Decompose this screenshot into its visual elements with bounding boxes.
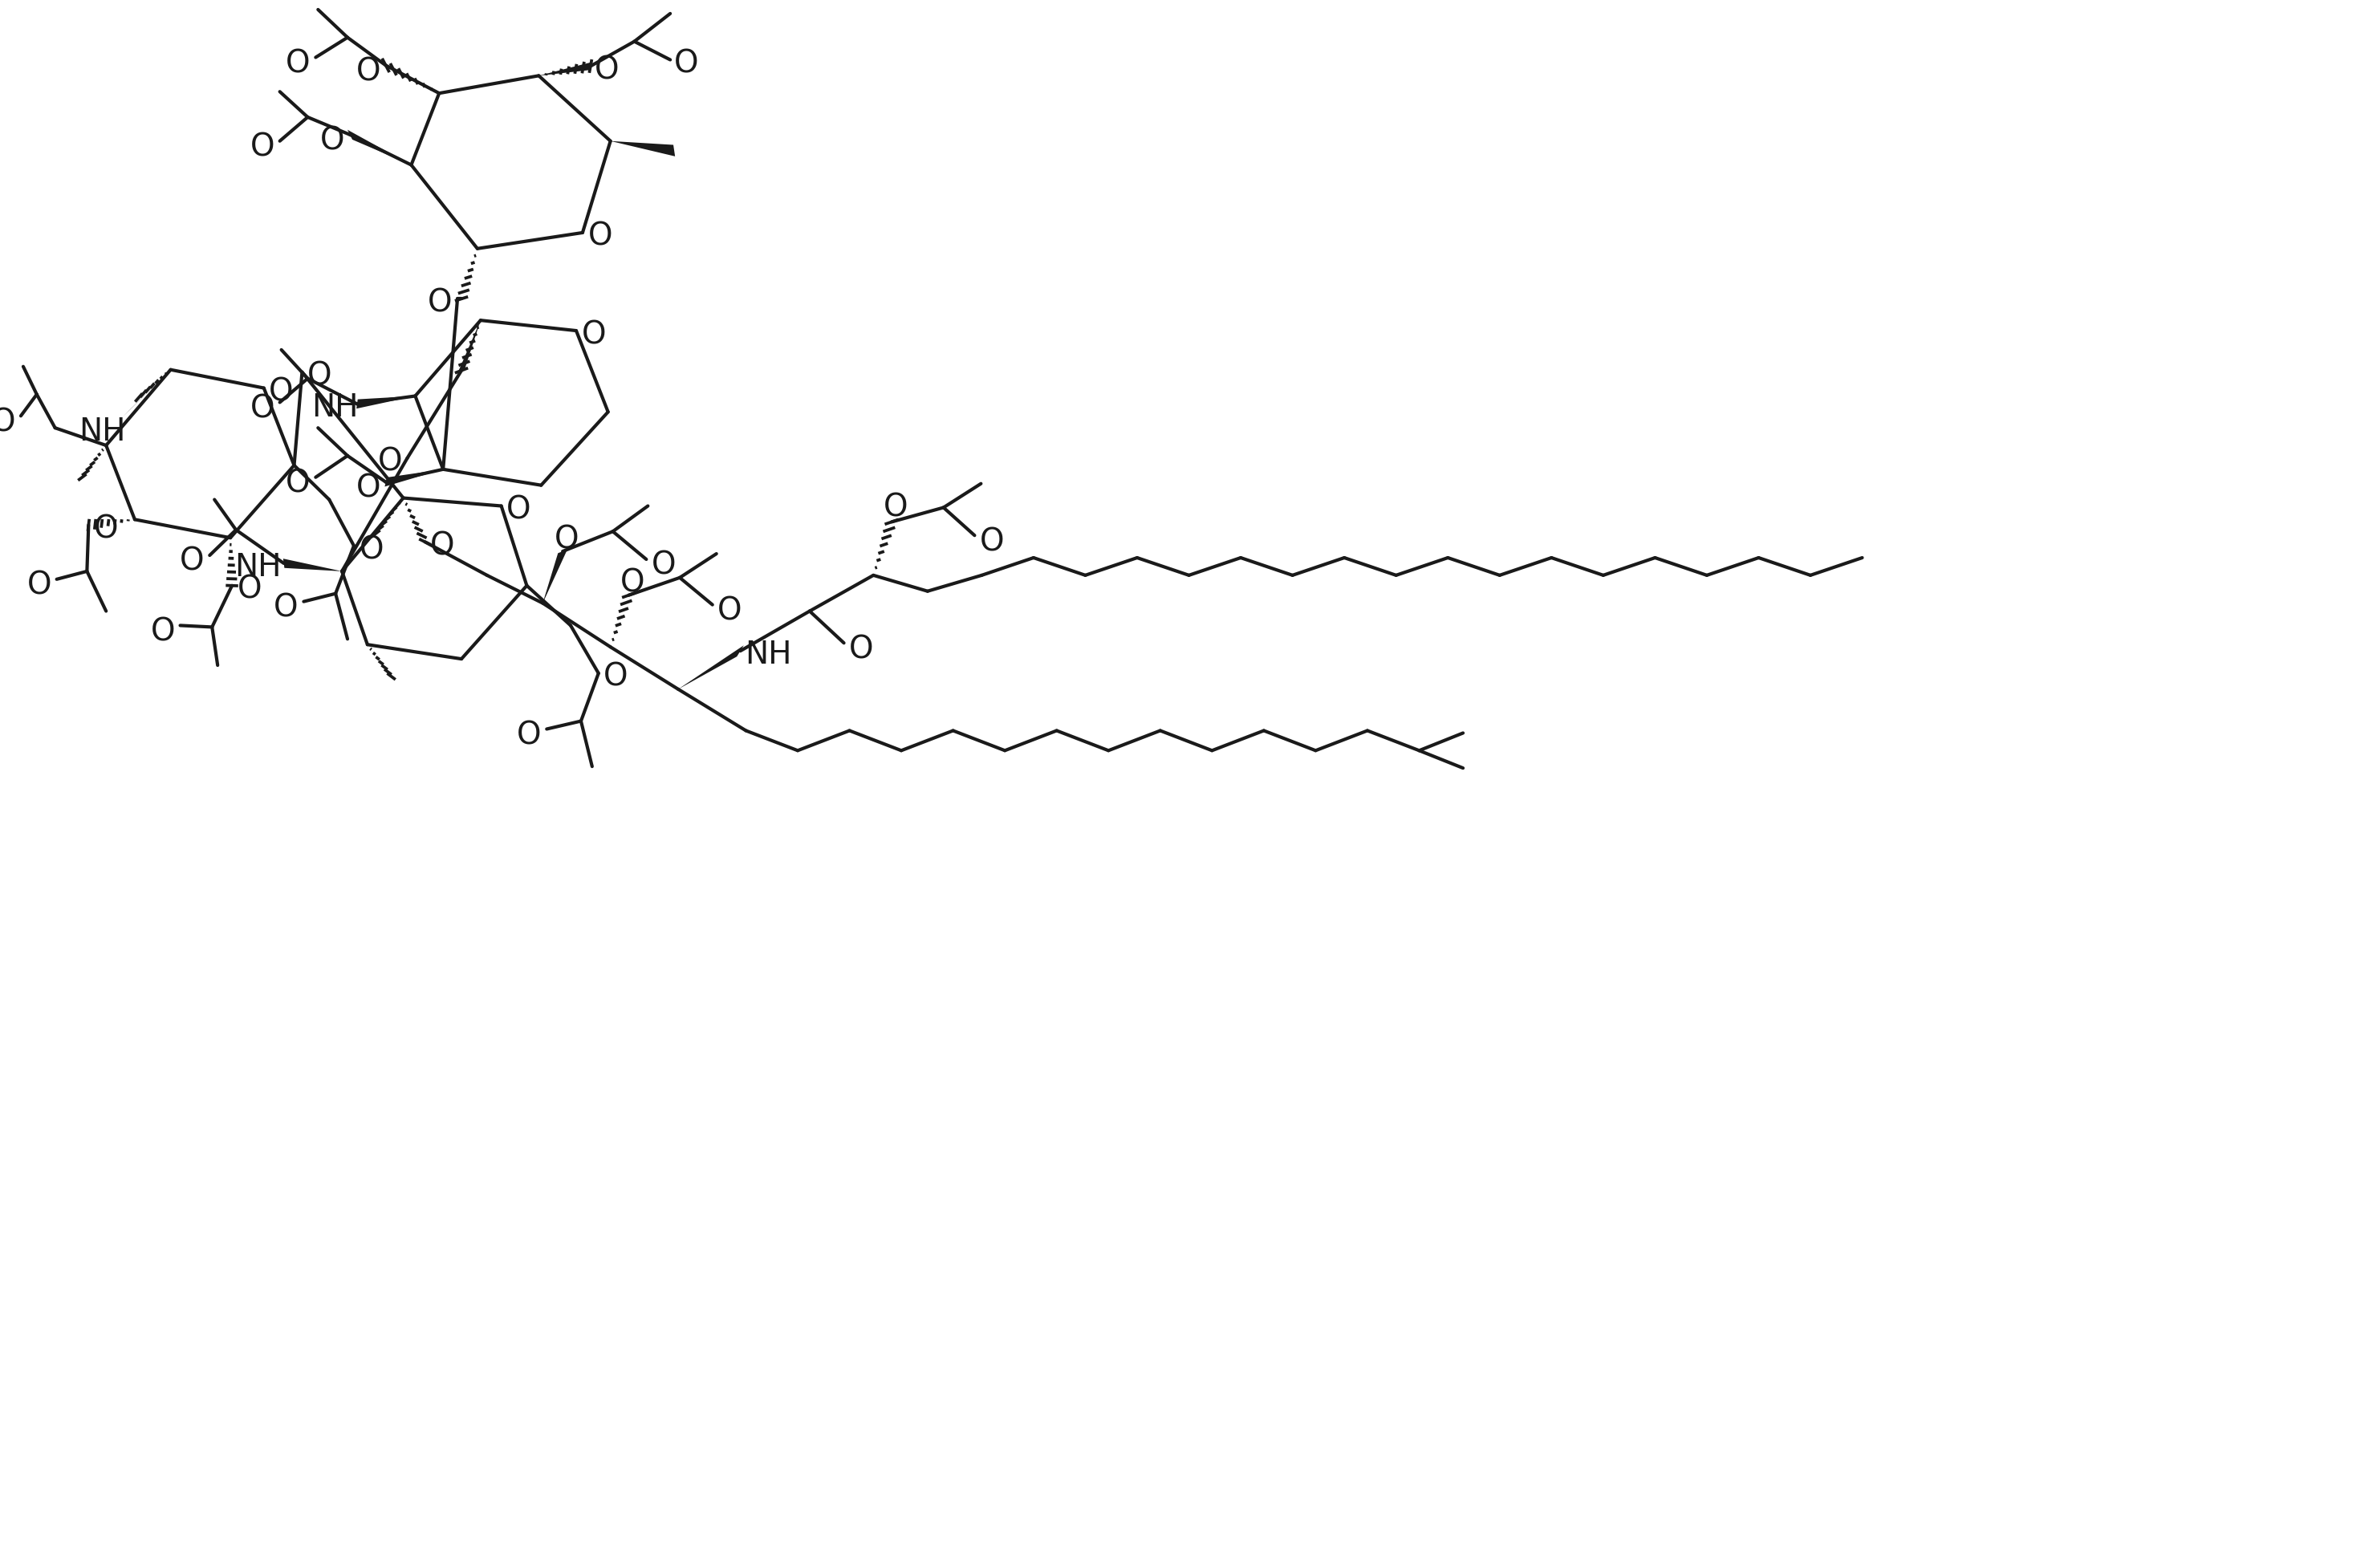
Text: O: O bbox=[359, 535, 382, 564]
Text: O: O bbox=[357, 474, 380, 503]
Text: O: O bbox=[673, 49, 699, 78]
Text: O: O bbox=[321, 125, 345, 157]
Text: O: O bbox=[286, 469, 309, 499]
Polygon shape bbox=[538, 63, 590, 75]
Text: O: O bbox=[883, 492, 909, 522]
Polygon shape bbox=[458, 320, 482, 372]
Text: O: O bbox=[555, 524, 578, 555]
Polygon shape bbox=[283, 558, 342, 571]
Text: O: O bbox=[718, 596, 741, 626]
Text: O: O bbox=[581, 320, 607, 350]
Text: O: O bbox=[307, 361, 333, 392]
Text: O: O bbox=[274, 593, 297, 622]
Polygon shape bbox=[611, 141, 675, 157]
Text: O: O bbox=[508, 494, 531, 525]
Polygon shape bbox=[123, 370, 170, 417]
Text: O: O bbox=[430, 530, 456, 561]
Text: O: O bbox=[517, 720, 541, 751]
Text: O: O bbox=[378, 447, 401, 477]
Text: O: O bbox=[250, 394, 274, 423]
Text: NH: NH bbox=[234, 552, 281, 583]
Text: NH: NH bbox=[78, 417, 125, 447]
Text: O: O bbox=[850, 633, 874, 665]
Text: O: O bbox=[269, 376, 293, 408]
Text: O: O bbox=[250, 132, 274, 163]
Polygon shape bbox=[357, 397, 416, 409]
Text: O: O bbox=[604, 662, 628, 693]
Text: O: O bbox=[357, 56, 380, 86]
Text: O: O bbox=[26, 571, 52, 601]
Text: O: O bbox=[179, 547, 205, 577]
Text: O: O bbox=[621, 568, 645, 599]
Text: O: O bbox=[0, 408, 17, 437]
Text: O: O bbox=[236, 574, 262, 605]
Text: O: O bbox=[286, 49, 309, 78]
Polygon shape bbox=[347, 130, 411, 165]
Text: NH: NH bbox=[744, 640, 791, 670]
Text: O: O bbox=[151, 616, 175, 648]
Text: O: O bbox=[652, 550, 675, 580]
Text: O: O bbox=[980, 527, 1003, 557]
Polygon shape bbox=[543, 549, 567, 604]
Text: O: O bbox=[588, 221, 611, 252]
Text: O: O bbox=[94, 514, 118, 544]
Text: NH: NH bbox=[312, 392, 359, 423]
Polygon shape bbox=[678, 646, 744, 690]
Text: O: O bbox=[427, 287, 453, 318]
Text: O: O bbox=[595, 55, 619, 85]
Polygon shape bbox=[385, 469, 444, 486]
